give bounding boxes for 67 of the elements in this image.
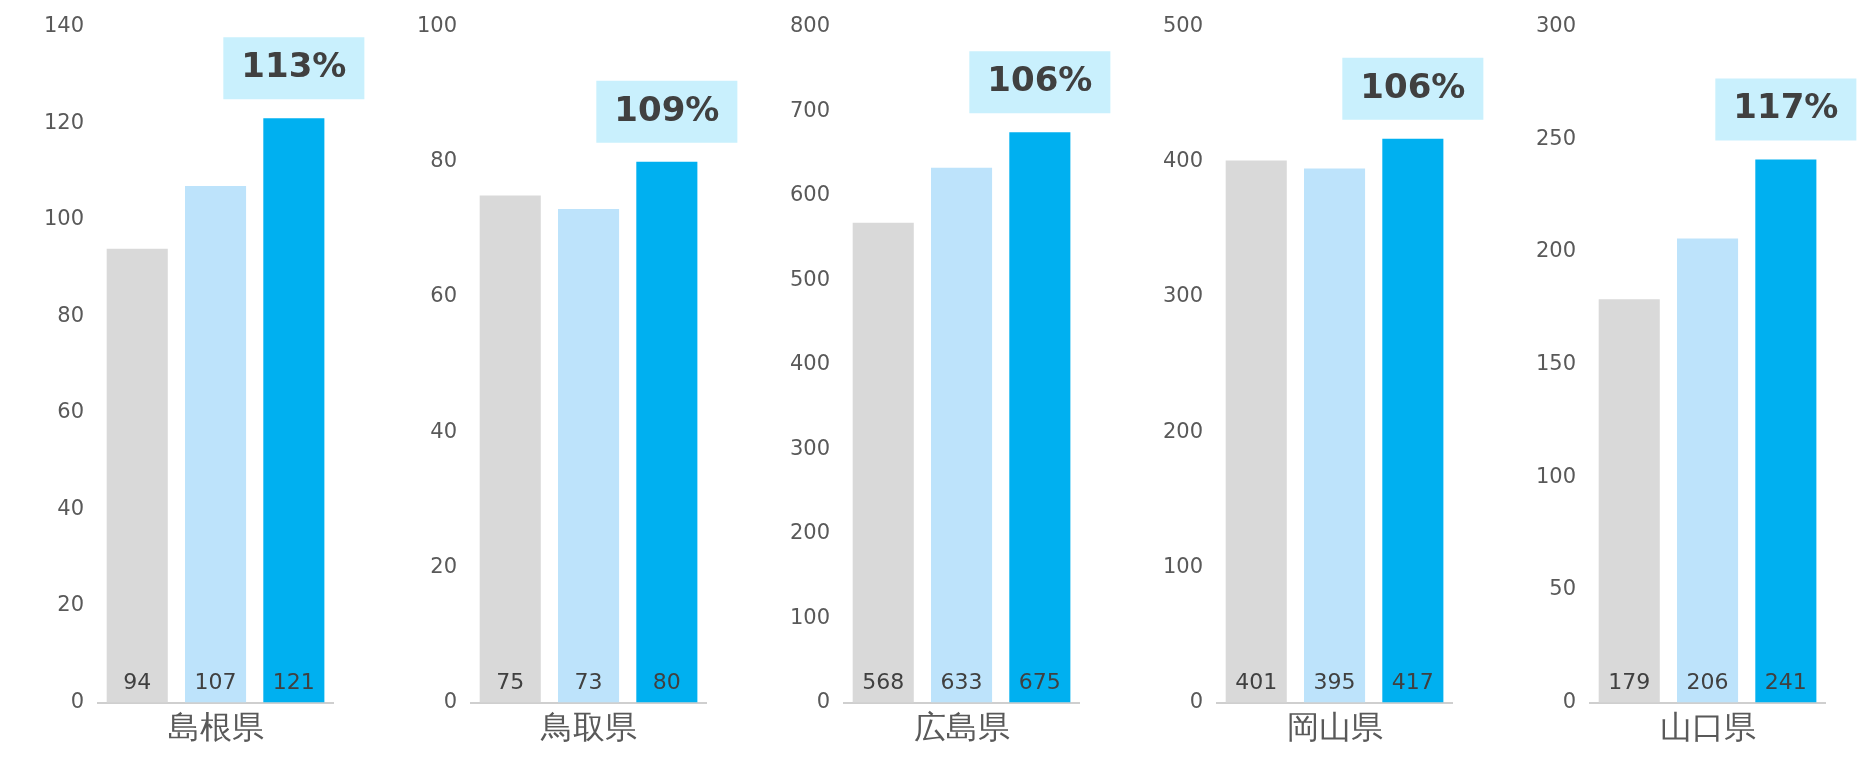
y-tick-label: 600 <box>789 182 831 207</box>
x-tick-label: 岡山県 <box>1286 708 1383 747</box>
y-tick-label: 800 <box>789 13 831 38</box>
x-tick-label: 鳥取県 <box>539 708 637 747</box>
y-tick-label: 50 <box>1549 576 1577 601</box>
annotation: 106% <box>1360 65 1466 106</box>
y-tick-label: 100 <box>1535 463 1577 488</box>
y-tick-label: 100 <box>416 13 458 38</box>
bar <box>185 185 247 703</box>
y-tick-label: 150 <box>1535 351 1577 376</box>
y-tick-label: 0 <box>70 689 85 714</box>
annotation: 106% <box>987 59 1093 100</box>
data-label: 94 <box>123 669 152 695</box>
y-tick-label: 100 <box>1162 553 1204 578</box>
x-tick-label: 島根県 <box>167 708 264 747</box>
y-tick-label: 60 <box>57 399 85 424</box>
annotation: 117% <box>1733 86 1839 127</box>
y-tick-label: 0 <box>443 689 458 714</box>
data-label: 179 <box>1608 669 1651 695</box>
data-label: 633 <box>940 669 983 695</box>
y-tick-label: 700 <box>789 97 831 122</box>
data-label: 206 <box>1686 669 1729 695</box>
y-tick-label: 100 <box>43 206 85 231</box>
data-label: 417 <box>1391 669 1434 695</box>
y-tick-label: 20 <box>57 592 85 617</box>
y-tick-label: 250 <box>1535 125 1577 150</box>
x-tick-label: 広島県 <box>913 708 1010 747</box>
y-tick-label: 0 <box>1562 689 1577 714</box>
y-tick-label: 40 <box>430 418 458 443</box>
bar <box>1755 159 1817 703</box>
y-tick-label: 80 <box>57 302 85 327</box>
data-label: 73 <box>574 669 603 695</box>
y-tick-label: 300 <box>1162 283 1204 308</box>
y-tick-label: 120 <box>43 109 85 134</box>
annotation: 113% <box>241 45 347 86</box>
y-tick-label: 0 <box>1189 689 1204 714</box>
annotation: 109% <box>614 88 720 129</box>
data-label: 568 <box>862 669 905 695</box>
y-tick-label: 0 <box>816 689 831 714</box>
y-tick-label: 200 <box>1535 238 1577 263</box>
data-label: 395 <box>1313 669 1356 695</box>
y-tick-label: 400 <box>789 351 831 376</box>
y-tick-label: 400 <box>1162 148 1204 173</box>
y-tick-label: 80 <box>430 148 458 173</box>
y-tick-label: 300 <box>789 435 831 460</box>
y-tick-label: 200 <box>1162 418 1204 443</box>
bar <box>263 118 325 703</box>
y-tick-label: 200 <box>789 520 831 545</box>
bar <box>1677 238 1739 703</box>
x-tick-label: 山口県 <box>1659 708 1756 747</box>
y-tick-label: 500 <box>1162 13 1204 38</box>
data-label: 241 <box>1764 669 1807 695</box>
data-label: 675 <box>1018 669 1061 695</box>
y-tick-label: 500 <box>789 266 831 291</box>
y-tick-label: 100 <box>789 604 831 629</box>
y-tick-label: 60 <box>430 283 458 308</box>
y-tick-label: 20 <box>430 553 458 578</box>
data-label: 107 <box>194 669 237 695</box>
data-label: 80 <box>652 669 681 695</box>
data-label: 401 <box>1235 669 1278 695</box>
data-label: 75 <box>496 669 525 695</box>
bar <box>931 167 993 703</box>
y-tick-label: 300 <box>1535 13 1577 38</box>
bar <box>1009 132 1071 703</box>
data-label: 121 <box>272 669 315 695</box>
y-tick-label: 140 <box>43 13 85 38</box>
y-tick-label: 40 <box>57 495 85 520</box>
